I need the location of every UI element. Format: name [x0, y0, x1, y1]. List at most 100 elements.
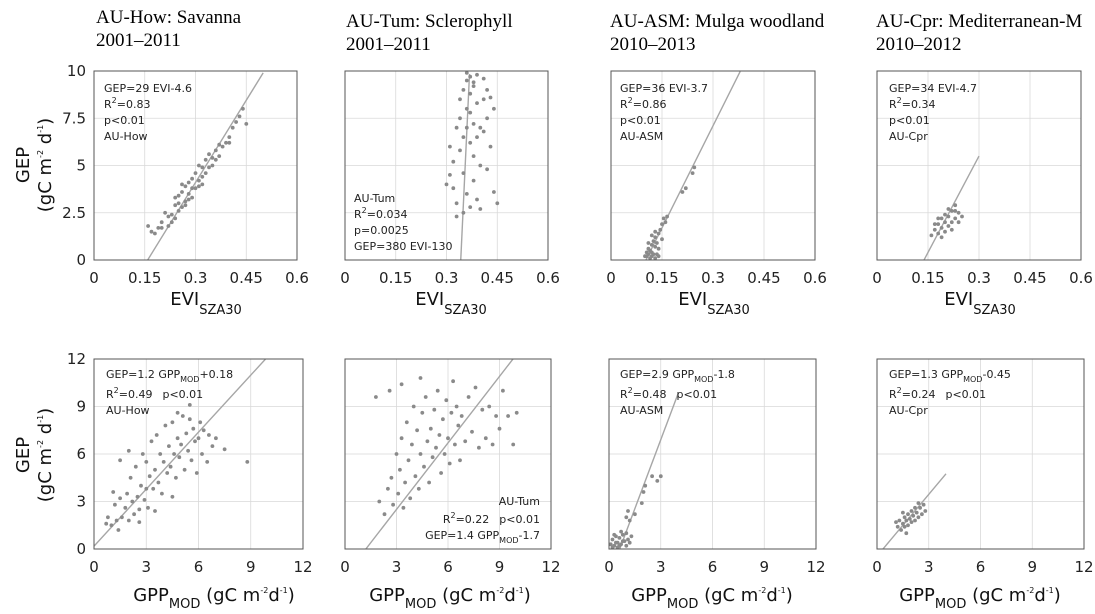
- data-point: [180, 205, 184, 210]
- data-point: [118, 458, 122, 463]
- x-tick-label: 0: [872, 558, 882, 576]
- data-point: [911, 513, 916, 518]
- data-point: [413, 474, 418, 479]
- data-point: [203, 157, 208, 162]
- data-point: [468, 110, 473, 115]
- data-point: [656, 231, 661, 236]
- data-point: [907, 517, 912, 521]
- column-title-how-line1: AU-How: Savanna: [96, 7, 242, 28]
- data-point: [428, 426, 433, 431]
- x-tick-label: 0.3: [184, 269, 208, 287]
- data-point: [193, 439, 197, 444]
- data-point: [197, 184, 201, 189]
- x-tick-label: 0.6: [536, 269, 560, 287]
- data-point: [198, 420, 203, 425]
- panel-frame: [876, 70, 1082, 261]
- data-point: [444, 398, 449, 403]
- x-label-gpp-4: GPPMOD (gC m-2d-1): [899, 585, 1061, 612]
- data-point: [386, 486, 390, 491]
- data-point: [464, 78, 469, 83]
- data-point: [960, 214, 964, 219]
- data-point: [463, 439, 468, 444]
- ann-5-r2: R2=0.49 p<0.01: [106, 386, 203, 401]
- data-point: [655, 241, 659, 245]
- data-point: [480, 407, 485, 412]
- data-point: [165, 471, 170, 475]
- x-tick-label: 0.6: [1069, 269, 1093, 287]
- x-tick-label: 0.3: [701, 269, 725, 287]
- data-point: [156, 480, 161, 485]
- data-point: [653, 244, 658, 249]
- data-point: [906, 512, 910, 517]
- x-label-gpp-3: GPPMOD (gC m-2d-1): [631, 585, 793, 612]
- x-tick-label: 0.15: [379, 269, 412, 287]
- data-point: [168, 464, 173, 469]
- panel-frame: [610, 70, 816, 261]
- x-tick-label: 0.3: [967, 269, 991, 287]
- data-point: [481, 129, 486, 134]
- panel-frame: [93, 358, 304, 550]
- annotation-panel-1: GEP=29 EVI-4.6 R2=0.83 p<0.01 AU-How: [104, 82, 192, 143]
- data-point: [448, 144, 452, 149]
- data-point: [451, 159, 456, 164]
- ann-1-pvalue: p<0.01: [104, 114, 145, 127]
- data-point: [923, 509, 928, 513]
- data-point: [902, 515, 907, 520]
- data-point: [377, 499, 382, 504]
- regression-line: [146, 72, 264, 260]
- data-point: [207, 165, 211, 170]
- data-point: [646, 241, 651, 245]
- x-tick-label: 0: [340, 269, 350, 287]
- data-point: [468, 205, 473, 210]
- data-point: [137, 507, 142, 512]
- ann-4-pvalue: p<0.01: [889, 114, 930, 127]
- data-point: [458, 116, 462, 121]
- data-point: [176, 201, 181, 206]
- data-point: [651, 252, 656, 257]
- data-point: [939, 216, 944, 221]
- data-point: [106, 515, 110, 520]
- scatter-panel-5: 0 3 6 9 12 0 3 6 9 12: [67, 350, 313, 576]
- x-tick-label: 3: [924, 558, 934, 576]
- data-point: [170, 420, 175, 425]
- data-point: [135, 494, 140, 499]
- data-point: [418, 452, 423, 456]
- data-point: [132, 512, 137, 517]
- data-point: [126, 518, 131, 523]
- panel-frame: [344, 358, 552, 550]
- data-point: [644, 254, 649, 259]
- x-tick-label: 0: [89, 558, 99, 576]
- data-point: [437, 433, 442, 437]
- data-point: [439, 471, 443, 475]
- data-point: [416, 486, 421, 491]
- data-point: [478, 125, 483, 130]
- data-point: [617, 543, 622, 548]
- annotation-panel-4: GEP=34 EVI-4.7 R2=0.34 p<0.01 AU-Cpr: [889, 82, 977, 143]
- data-point: [943, 220, 947, 225]
- data-point: [458, 97, 462, 102]
- data-point: [173, 195, 178, 200]
- ann-2-pvalue: p=0.0025: [354, 224, 409, 237]
- data-point: [186, 180, 191, 185]
- data-point: [142, 498, 147, 502]
- data-point: [186, 192, 191, 196]
- data-point: [147, 474, 152, 479]
- data-point: [478, 207, 483, 211]
- data-point: [485, 116, 489, 121]
- data-point: [475, 101, 479, 105]
- data-point: [153, 509, 157, 513]
- data-point: [660, 237, 664, 242]
- data-point: [936, 216, 941, 221]
- data-point: [427, 480, 431, 485]
- data-point: [464, 125, 469, 130]
- data-point: [658, 474, 663, 479]
- data-point: [956, 210, 961, 215]
- data-point: [663, 220, 668, 225]
- data-point: [174, 475, 178, 480]
- y-tick-label: 6: [76, 445, 86, 463]
- panel-frame: [93, 70, 298, 261]
- x-tick-label: 12: [806, 558, 825, 576]
- data-point: [203, 171, 208, 176]
- data-point: [692, 165, 697, 170]
- data-point: [410, 442, 414, 447]
